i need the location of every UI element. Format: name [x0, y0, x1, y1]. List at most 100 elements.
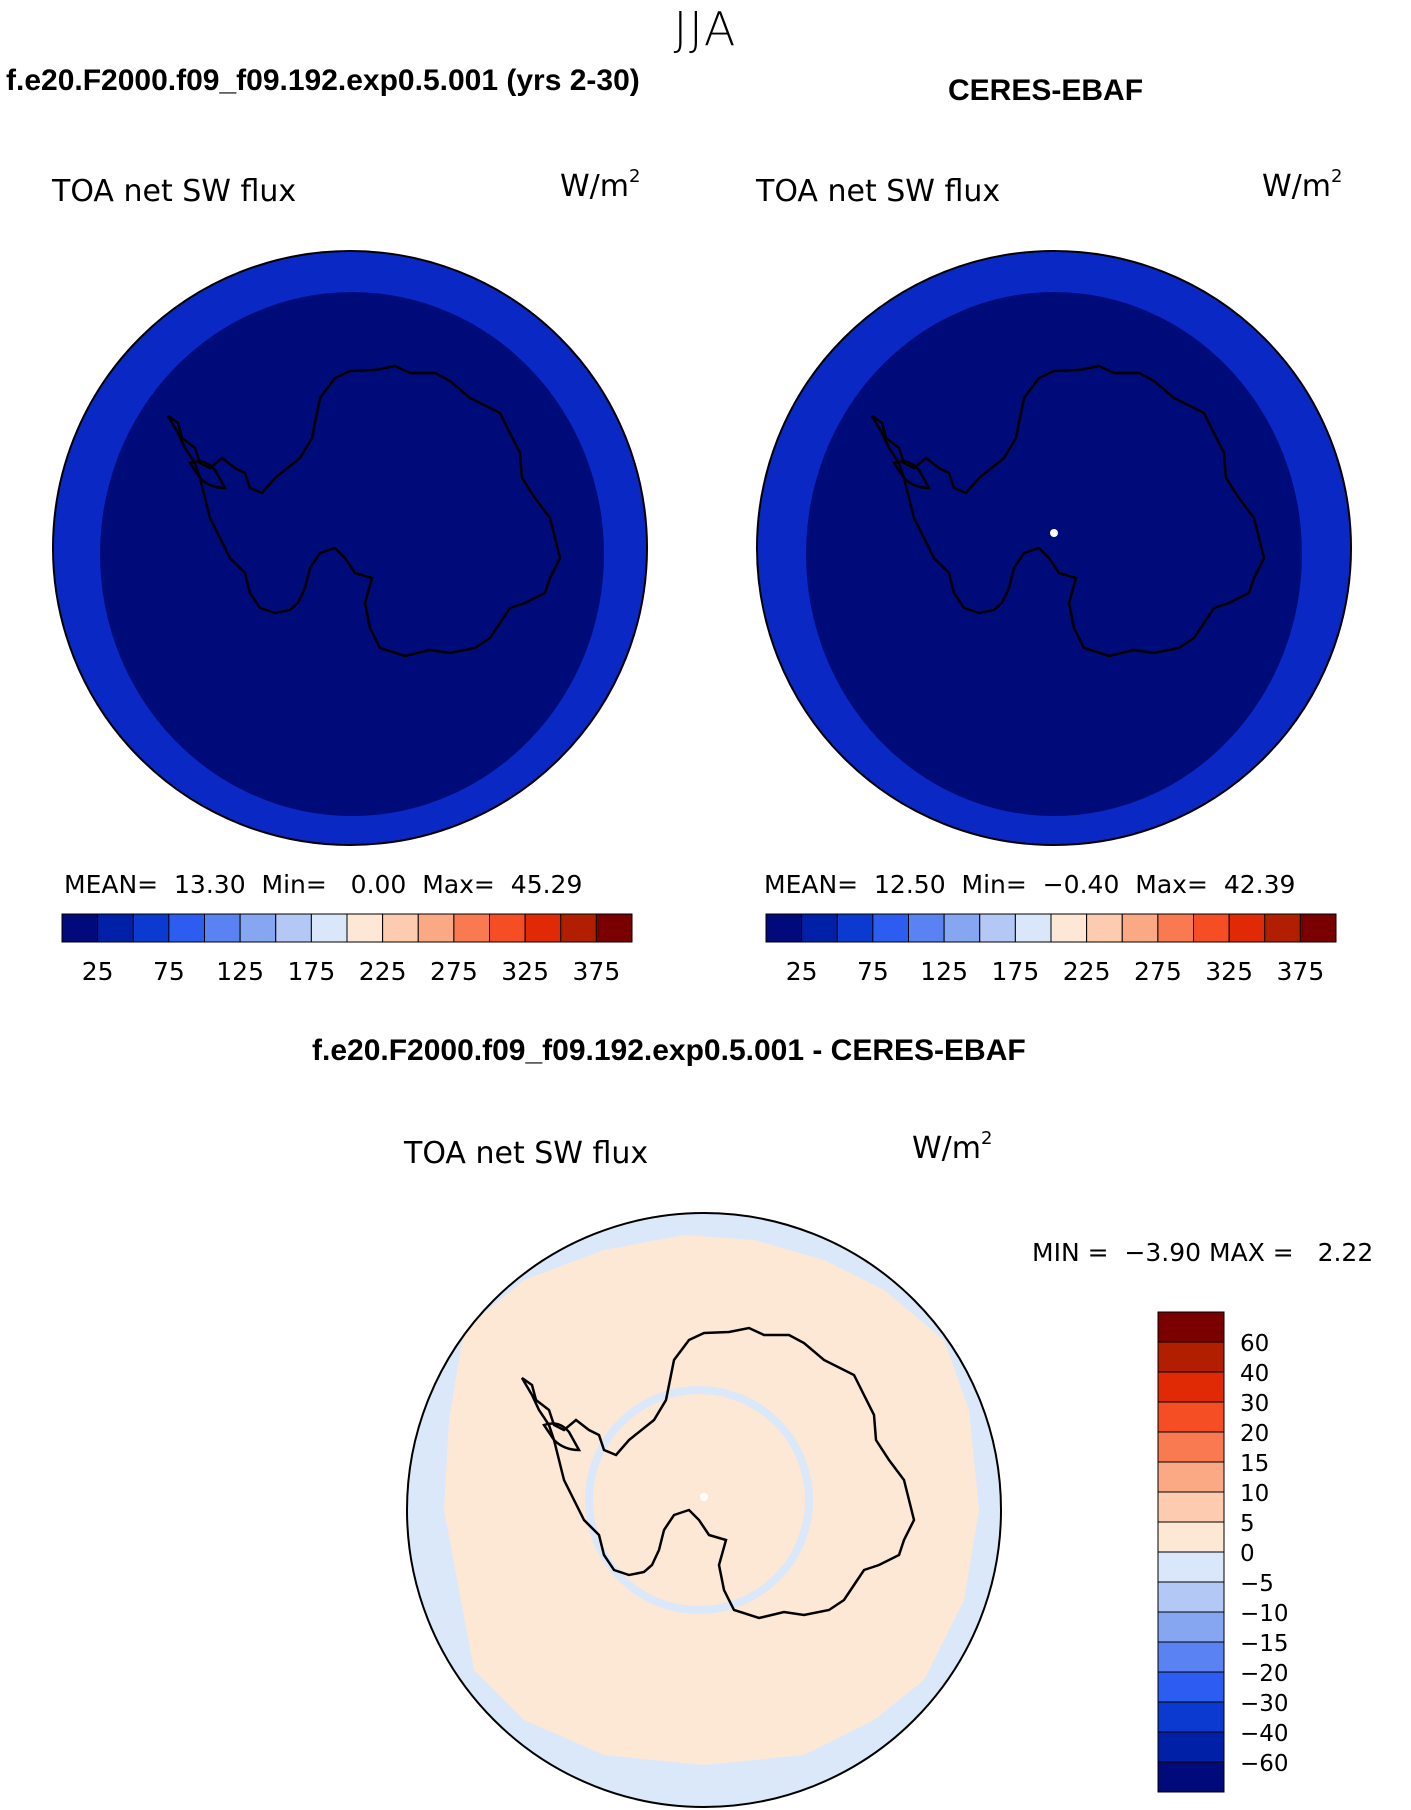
colorbar-swatch	[453, 913, 490, 943]
colorbar-tick-label: 275	[1134, 957, 1182, 984]
colorbar-tick-label: 5	[1240, 1511, 1255, 1537]
antarctic-peninsula-detail	[188, 460, 228, 490]
colorbar-tick-label: 25	[82, 957, 114, 984]
colorbar-swatch	[836, 913, 874, 943]
colorbar-tick-label: 0	[1240, 1541, 1255, 1567]
colorbar-swatch	[1157, 1521, 1225, 1553]
colorbar-tick-label: 25	[786, 957, 818, 984]
colorbar-tick-label: −5	[1240, 1571, 1274, 1597]
colorbar-swatch	[1157, 1431, 1225, 1463]
colorbar-tick-label: −40	[1240, 1721, 1289, 1747]
colorbar-tick-label: −15	[1240, 1631, 1289, 1657]
colorbar-tick-label: −30	[1240, 1691, 1289, 1717]
colorbar-swatch	[310, 913, 348, 943]
antarctic-peninsula-detail	[892, 460, 932, 490]
colorbar-swatch	[204, 913, 241, 943]
colorbar-model: 25 75 125 175 225 275 325 375	[61, 913, 633, 984]
colorbar-tick-label: 75	[857, 957, 889, 984]
colorbar-tick-label: 225	[359, 957, 407, 984]
colorbar-swatch	[382, 913, 419, 943]
colorbar-swatch	[943, 913, 981, 943]
colorbar-swatch	[1157, 1581, 1225, 1613]
variable-label-left: TOA net SW flux	[52, 174, 297, 209]
unit-label-right: W/m2	[1262, 166, 1343, 204]
pole-missing-data-dot	[1050, 529, 1058, 537]
colorbar-tick-label: 375	[1277, 957, 1325, 984]
map-diff	[406, 1212, 1002, 1808]
colorbar-obs: 25 75 125 175 225 275 325 375	[765, 913, 1337, 984]
colorbar-swatch	[1157, 1401, 1225, 1433]
colorbar-swatch	[524, 913, 562, 943]
colorbar-tick-label: 225	[1063, 957, 1111, 984]
case-title-diff: f.e20.F2000.f09_f09.192.exp0.5.001 - CER…	[312, 1034, 1026, 1067]
map-diff-positive-region	[444, 1235, 979, 1765]
colorbar-tick-label: 325	[1205, 957, 1253, 984]
unit-label-diff: W/m2	[912, 1128, 993, 1166]
map-obs	[756, 250, 1352, 846]
colorbar-swatch	[1228, 913, 1266, 943]
colorbar-swatch	[801, 913, 838, 943]
colorbar-swatch	[908, 913, 945, 943]
stats-diff: MIN = −3.90 MAX = 2.22	[1032, 1238, 1374, 1267]
colorbar-swatch	[346, 913, 384, 943]
colorbar-swatch	[1086, 913, 1123, 943]
map-obs-inner-field	[806, 292, 1302, 816]
colorbar-swatch	[489, 913, 526, 943]
colorbar-swatch	[1157, 1311, 1225, 1343]
colorbar-swatch	[1264, 913, 1301, 943]
colorbar-swatch	[417, 913, 455, 943]
colorbar-tick-label: 30	[1240, 1391, 1269, 1417]
colorbar-tick-label: 175	[992, 957, 1040, 984]
colorbar-swatch	[1050, 913, 1088, 943]
map-model-inner-field	[100, 292, 604, 816]
colorbar-swatch	[1157, 1491, 1225, 1523]
colorbar-tick-label: −60	[1240, 1751, 1289, 1777]
colorbar-tick-label: 375	[573, 957, 621, 984]
case-title-right: CERES-EBAF	[948, 74, 1144, 107]
colorbar-swatch	[1157, 1551, 1225, 1583]
colorbar-tick-label: 20	[1240, 1421, 1269, 1447]
colorbar-swatch	[61, 913, 99, 943]
variable-label-right: TOA net SW flux	[756, 174, 1001, 209]
colorbar-tick-label: 40	[1240, 1361, 1269, 1387]
colorbar-tick-label: 60	[1240, 1331, 1269, 1357]
colorbar-swatch	[1121, 913, 1159, 943]
colorbar-swatch	[1157, 1701, 1225, 1733]
map-diff-pole-ring	[585, 1386, 813, 1614]
colorbar-tick-label: 275	[430, 957, 478, 984]
unit-label-left: W/m2	[560, 166, 641, 204]
colorbar-swatch	[132, 913, 170, 943]
colorbar-tick-label: −10	[1240, 1601, 1289, 1627]
colorbar-tick-label: 75	[153, 957, 185, 984]
colorbar-tick-label: −20	[1240, 1661, 1289, 1687]
colorbar-tick-label: 175	[288, 957, 336, 984]
antarctic-peninsula-detail	[542, 1422, 582, 1452]
antarctica-coastline	[166, 364, 562, 658]
colorbar-tick-label: 125	[216, 957, 264, 984]
colorbar-tick-label: 325	[501, 957, 549, 984]
colorbar-swatch	[239, 913, 277, 943]
colorbar-swatch	[1157, 1731, 1225, 1763]
colorbar-swatch	[1157, 1341, 1225, 1373]
colorbar-swatch	[1157, 1671, 1225, 1703]
case-title-left: f.e20.F2000.f09_f09.192.exp0.5.001 (yrs …	[6, 64, 640, 97]
colorbar-swatch	[872, 913, 909, 943]
colorbar-swatch	[1299, 913, 1337, 943]
colorbar-swatch	[765, 913, 803, 943]
colorbar-swatch	[560, 913, 597, 943]
colorbar-swatch	[168, 913, 205, 943]
antarctica-coastline	[520, 1326, 916, 1620]
antarctica-coastline	[870, 364, 1266, 658]
variable-label-diff: TOA net SW flux	[404, 1136, 649, 1171]
colorbar-swatch	[1157, 1461, 1225, 1493]
colorbar-tick-label: 125	[920, 957, 968, 984]
stats-left: MEAN= 13.30 Min= 0.00 Max= 45.29	[64, 870, 583, 899]
colorbar-swatch	[1157, 1611, 1225, 1643]
colorbar-diff: −60 −40 −30 −20 −15 −10 −5 0 5 10 15 20 30 40 60	[1157, 1311, 1289, 1793]
colorbar-swatch	[1157, 1761, 1225, 1793]
colorbar-swatch	[979, 913, 1016, 943]
colorbar-swatch	[1193, 913, 1230, 943]
stats-right: MEAN= 12.50 Min= −0.40 Max= 42.39	[764, 870, 1296, 899]
colorbar-swatch	[1014, 913, 1052, 943]
colorbar-swatch	[1157, 1371, 1225, 1403]
